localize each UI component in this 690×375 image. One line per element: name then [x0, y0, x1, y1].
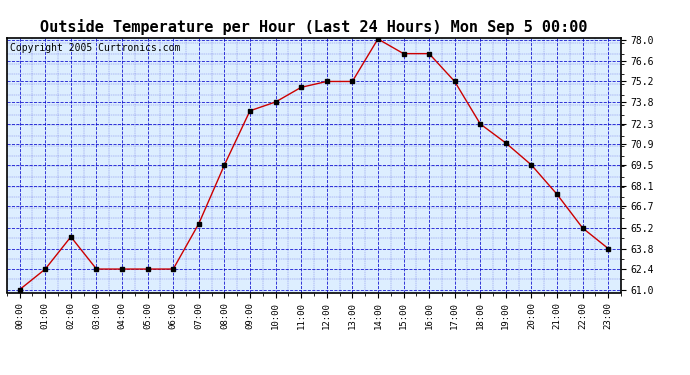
Text: Copyright 2005 Curtronics.com: Copyright 2005 Curtronics.com	[10, 43, 180, 52]
Title: Outside Temperature per Hour (Last 24 Hours) Mon Sep 5 00:00: Outside Temperature per Hour (Last 24 Ho…	[40, 19, 588, 35]
